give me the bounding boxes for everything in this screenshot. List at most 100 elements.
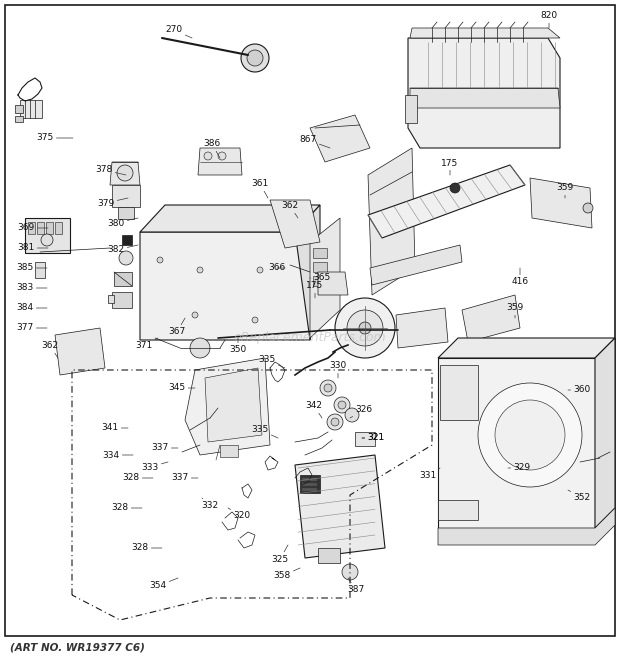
Circle shape: [327, 414, 343, 430]
Text: 380: 380: [107, 218, 138, 227]
Polygon shape: [368, 165, 525, 238]
Circle shape: [204, 152, 212, 160]
Text: 381: 381: [17, 243, 48, 253]
Text: 325: 325: [272, 545, 288, 563]
Bar: [28, 222, 35, 234]
Polygon shape: [370, 245, 462, 285]
Bar: [220, 445, 238, 457]
Circle shape: [345, 408, 359, 422]
Text: 330: 330: [329, 362, 347, 378]
Text: 366: 366: [268, 264, 286, 272]
Bar: [313, 276, 327, 286]
Bar: [37, 222, 44, 234]
Text: (ART NO. WR19377 C6): (ART NO. WR19377 C6): [10, 642, 145, 652]
Circle shape: [342, 564, 358, 580]
Text: 416: 416: [512, 268, 529, 286]
Polygon shape: [368, 148, 415, 295]
Bar: [302, 483, 317, 486]
Bar: [35, 262, 45, 278]
Text: 384: 384: [17, 303, 47, 313]
Bar: [302, 478, 317, 481]
Circle shape: [157, 257, 163, 263]
Text: 386: 386: [203, 139, 221, 158]
Text: 382: 382: [107, 245, 138, 254]
Bar: [300, 475, 320, 493]
Circle shape: [331, 418, 339, 426]
Bar: [313, 262, 327, 272]
Text: 362: 362: [42, 342, 58, 358]
Polygon shape: [185, 358, 270, 455]
Circle shape: [478, 383, 582, 487]
Polygon shape: [318, 272, 348, 295]
Polygon shape: [270, 200, 320, 248]
Text: 270: 270: [166, 26, 192, 38]
Bar: [355, 432, 375, 446]
Circle shape: [247, 50, 263, 66]
Circle shape: [197, 267, 203, 273]
Text: 321: 321: [362, 434, 384, 442]
Bar: [112, 185, 140, 207]
Bar: [318, 548, 340, 563]
Bar: [122, 235, 132, 245]
Text: 387: 387: [347, 578, 365, 594]
Polygon shape: [462, 295, 520, 342]
Circle shape: [117, 165, 133, 181]
Polygon shape: [438, 338, 615, 358]
Polygon shape: [140, 232, 310, 340]
Text: 820: 820: [541, 11, 557, 28]
Text: 337: 337: [171, 473, 198, 483]
Bar: [118, 207, 134, 219]
Polygon shape: [205, 368, 262, 442]
Circle shape: [257, 267, 263, 273]
Bar: [46, 222, 53, 234]
Text: 378: 378: [95, 165, 126, 175]
Circle shape: [359, 322, 371, 334]
Circle shape: [218, 152, 226, 160]
Bar: [440, 365, 478, 420]
Text: 385: 385: [16, 264, 47, 272]
Bar: [114, 272, 132, 286]
Circle shape: [450, 183, 460, 193]
Text: 326: 326: [350, 405, 373, 418]
Text: 331: 331: [419, 468, 440, 481]
Polygon shape: [198, 148, 242, 175]
Circle shape: [347, 310, 383, 346]
Polygon shape: [110, 162, 140, 185]
Polygon shape: [396, 308, 448, 348]
Bar: [302, 488, 317, 491]
Polygon shape: [408, 38, 560, 148]
Bar: [108, 295, 114, 303]
Circle shape: [335, 298, 395, 358]
Text: 341: 341: [102, 424, 128, 432]
Bar: [438, 500, 478, 520]
Bar: [112, 292, 132, 308]
Circle shape: [252, 317, 258, 323]
Text: 377: 377: [16, 323, 47, 332]
Text: 175: 175: [441, 159, 459, 175]
Text: 361: 361: [251, 180, 268, 198]
Circle shape: [583, 203, 593, 213]
Text: 337: 337: [151, 444, 178, 453]
Text: 359: 359: [507, 303, 524, 318]
Text: 321: 321: [362, 434, 384, 442]
Bar: [55, 222, 62, 234]
Circle shape: [320, 380, 336, 396]
Circle shape: [119, 251, 133, 265]
Text: 352: 352: [568, 490, 591, 502]
Bar: [15, 116, 23, 122]
Circle shape: [495, 400, 565, 470]
Polygon shape: [310, 115, 370, 162]
Polygon shape: [595, 338, 615, 528]
Circle shape: [41, 234, 53, 246]
Circle shape: [192, 312, 198, 318]
Polygon shape: [295, 205, 320, 340]
Circle shape: [334, 397, 350, 413]
Polygon shape: [438, 358, 595, 528]
Text: 342: 342: [306, 401, 322, 418]
Text: 369: 369: [17, 223, 48, 233]
Text: 333: 333: [141, 462, 168, 471]
Text: 383: 383: [16, 284, 47, 293]
Bar: [25, 218, 70, 253]
Bar: [405, 95, 417, 123]
Text: 350: 350: [229, 338, 247, 354]
